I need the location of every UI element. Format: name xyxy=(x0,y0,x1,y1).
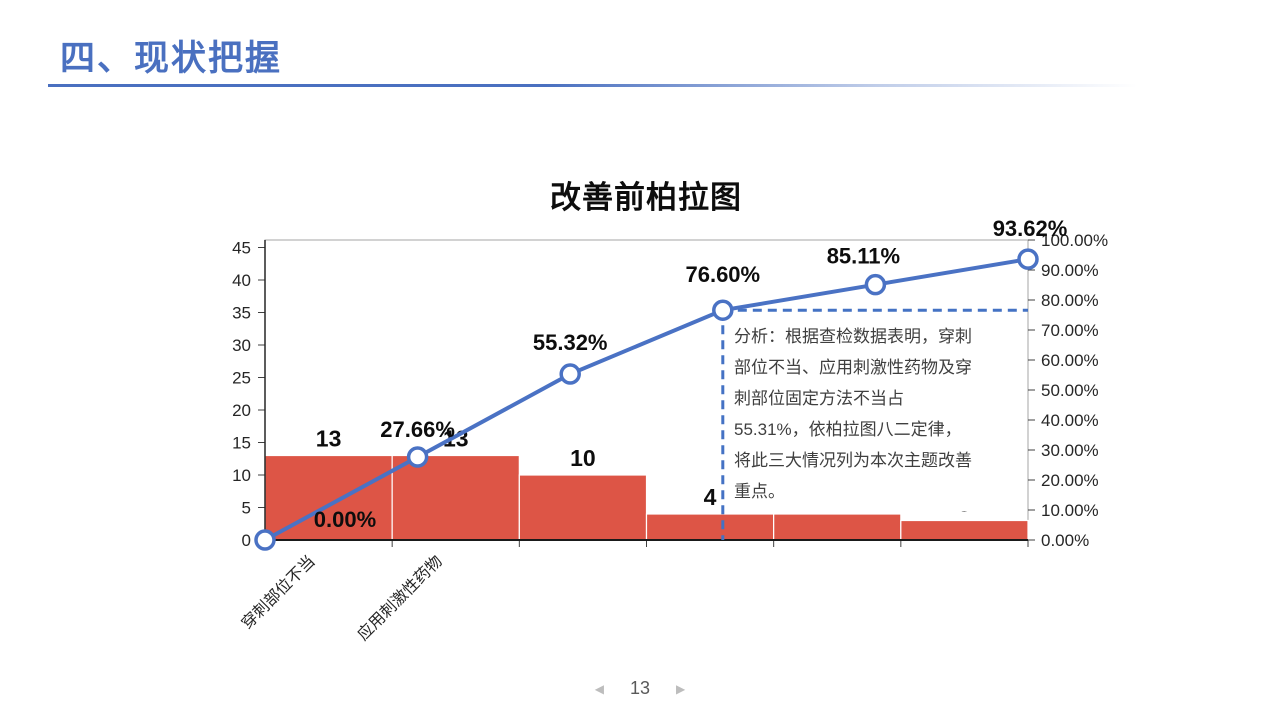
page-number: 13 xyxy=(629,678,651,698)
right-axis-tick-label: 50.00% xyxy=(1041,381,1099,400)
category-label: 穿刺部位不当 xyxy=(238,552,319,633)
line-marker xyxy=(712,299,734,321)
chart-title: 改善前柏拉图 xyxy=(550,180,742,215)
right-axis-tick-label: 40.00% xyxy=(1041,411,1099,430)
left-axis-tick-label: 25 xyxy=(232,369,251,388)
right-axis-tick-label: 90.00% xyxy=(1041,261,1099,280)
next-slide-icon[interactable]: ▶ xyxy=(676,681,686,696)
slide-title: 四、现状把握 xyxy=(60,39,283,78)
right-axis-tick-label: 10.00% xyxy=(1041,501,1099,520)
left-axis-tick-label: 40 xyxy=(232,271,251,290)
left-axis-tick-label: 15 xyxy=(232,434,251,453)
header-divider xyxy=(48,84,1232,87)
analysis-line: 部位不当、应用刺激性药物及穿 xyxy=(734,358,972,377)
pareto-bar xyxy=(518,474,648,541)
cumulative-pct-label: 0.00% xyxy=(314,507,376,532)
line-marker xyxy=(559,363,581,385)
analysis-line: 重点。 xyxy=(734,482,785,501)
right-axis-tick-label: 70.00% xyxy=(1041,321,1099,340)
prev-slide-icon[interactable]: ◀ xyxy=(594,681,604,696)
analysis-line: 刺部位固定方法不当占 xyxy=(734,389,904,408)
slide-header: 四、现状把握 xyxy=(60,30,282,81)
pareto-bar xyxy=(391,454,520,541)
slide-footer: ◀ 13 ▶ xyxy=(0,678,1280,699)
analysis-line: 将此三大情况列为本次主题改善 xyxy=(734,451,972,470)
right-axis-tick-label: 60.00% xyxy=(1041,351,1099,370)
analysis-line: 分析：根据查检数据表明，穿刺 xyxy=(734,327,972,346)
cumulative-pct-label: 93.62% xyxy=(993,216,1068,241)
cumulative-pct-label: 76.60% xyxy=(685,262,760,287)
left-axis-tick-label: 35 xyxy=(232,304,251,323)
left-axis-tick-label: 20 xyxy=(232,401,251,420)
line-marker xyxy=(254,529,276,551)
bar-value-label: 10 xyxy=(570,445,596,471)
analysis-line: 55.31%，依柏拉图八二定律， xyxy=(734,420,962,439)
line-marker xyxy=(1017,248,1039,270)
cumulative-pct-label: 27.66% xyxy=(380,417,455,442)
pareto-bar xyxy=(773,513,902,541)
left-axis-tick-label: 30 xyxy=(232,336,251,355)
analysis-text-box: 分析：根据查检数据表明，穿刺 部位不当、应用刺激性药物及穿 刺部位固定方法不当占… xyxy=(734,321,1022,511)
left-axis-tick-label: 10 xyxy=(232,466,251,485)
pareto-bar xyxy=(645,513,775,541)
right-axis-tick-label: 0.00% xyxy=(1041,531,1089,550)
bar-value-label: 4 xyxy=(704,484,717,510)
cumulative-line xyxy=(264,257,1029,542)
right-axis-tick-label: 30.00% xyxy=(1041,441,1099,460)
cumulative-pct-label: 55.32% xyxy=(533,330,608,355)
line-marker xyxy=(864,273,887,296)
cumulative-pct-label: 85.11% xyxy=(827,244,900,269)
left-axis-tick-label: 0 xyxy=(242,531,251,550)
right-axis-tick-label: 80.00% xyxy=(1041,291,1099,310)
left-axis-tick-label: 45 xyxy=(232,239,251,258)
right-axis-tick-label: 20.00% xyxy=(1041,471,1099,490)
line-marker xyxy=(406,446,429,468)
bar-value-label: 13 xyxy=(316,426,342,452)
left-axis-tick-label: 5 xyxy=(242,499,251,518)
right-axis-tick-label: 100.00% xyxy=(1041,231,1108,250)
pareto-bar xyxy=(900,519,1029,541)
category-label: 应用刺激性药物 xyxy=(353,551,446,644)
